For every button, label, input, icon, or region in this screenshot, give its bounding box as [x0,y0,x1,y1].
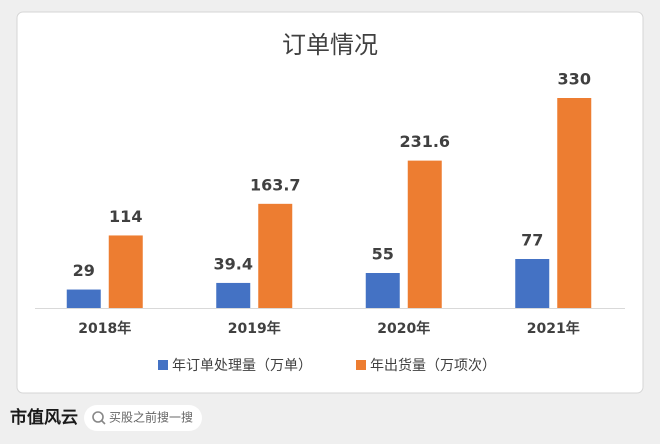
legend-swatch [158,360,168,370]
legend-swatch [356,360,366,370]
data-label: 29 [73,261,95,280]
x-tick-label: 2018年 [78,320,131,337]
data-label: 231.6 [399,132,450,151]
search-box[interactable] [84,405,202,431]
search-text: 买股之前搜一搜 [109,410,193,425]
legend-label: 年出货量（万项次） [370,357,496,374]
bar [515,259,550,308]
bar [216,282,251,308]
x-tick-label: 2019年 [228,320,281,337]
chart-card [16,11,644,394]
bar [557,98,592,308]
bar [258,203,293,308]
bar [365,273,400,308]
data-label: 39.4 [214,254,253,273]
legend-label: 年订单处理量（万单） [172,358,312,374]
chart-title: 订单情况 [282,31,378,59]
x-tick-label: 2021年 [527,320,580,337]
search-icon-handle [100,419,106,425]
data-label: 114 [109,207,142,226]
data-label: 330 [558,70,591,89]
bar [407,160,442,308]
x-tick-label: 2020年 [377,320,430,337]
data-label: 163.7 [250,175,301,194]
data-label: 77 [521,231,543,250]
bar [66,289,101,308]
data-label: 55 [372,245,394,264]
bar [108,235,143,308]
search-icon [92,411,104,423]
plot: 2018年 29 114 2019年 39.4 163.7 2020年 55 231.6 2021… [66,70,592,374]
brand-logo: 市值风云 [10,407,78,428]
